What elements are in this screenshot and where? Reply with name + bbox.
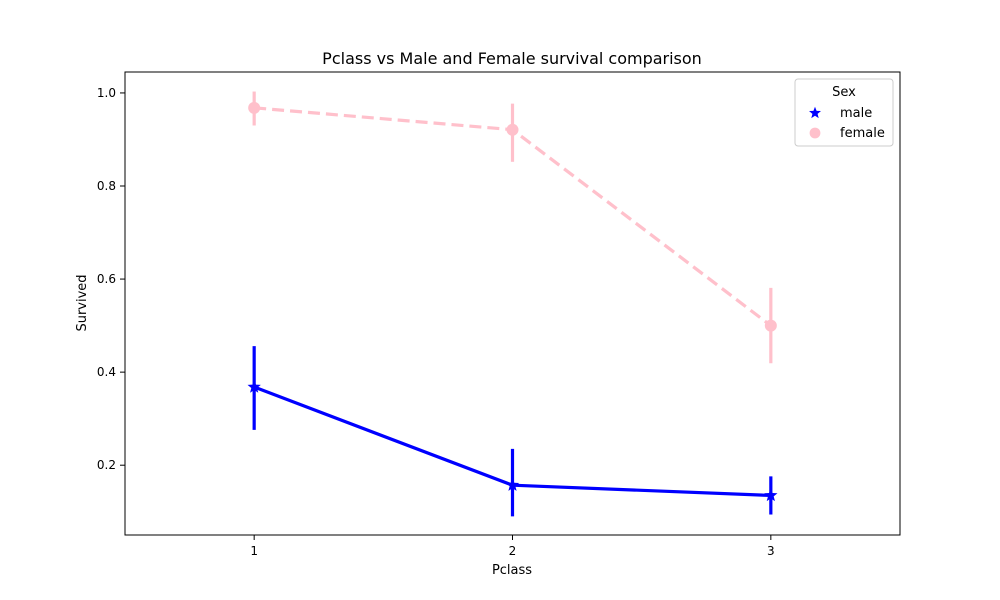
- x-axis-label: Pclass: [492, 563, 532, 578]
- x-tick-label: 1: [250, 544, 258, 558]
- y-tick-label: 0.8: [97, 179, 116, 193]
- y-tick-label: 0.2: [97, 458, 116, 472]
- y-axis-label: Survived: [75, 274, 90, 331]
- legend-box: [794, 78, 894, 147]
- y-tick-label: 0.4: [97, 365, 116, 379]
- legend-label-male: male: [840, 106, 872, 121]
- plot-area: 1 2 3 0.2 0.4 0.6 0.8 1.0: [97, 71, 901, 558]
- legend-title: Sex: [832, 85, 856, 100]
- x-tick-label: 3: [767, 544, 775, 558]
- data-point-female: [764, 319, 777, 332]
- y-tick-label: 1.0: [97, 86, 116, 100]
- y-tick-label: 0.6: [97, 272, 116, 286]
- data-point-male: [764, 488, 778, 502]
- series-male: [247, 346, 778, 517]
- legend-marker-female: [809, 127, 821, 139]
- series-female: [248, 91, 777, 364]
- legend-label-female: female: [840, 126, 885, 141]
- legend: Sex male female: [794, 78, 894, 147]
- chart-title: Pclass vs Male and Female survival compa…: [322, 49, 702, 68]
- data-point-female: [506, 123, 519, 136]
- data-point-female: [248, 101, 261, 114]
- data-point-male: [505, 478, 520, 491]
- data-point-male: [247, 380, 261, 393]
- legend-marker-male: [809, 106, 821, 119]
- x-tick-label: 2: [509, 544, 517, 558]
